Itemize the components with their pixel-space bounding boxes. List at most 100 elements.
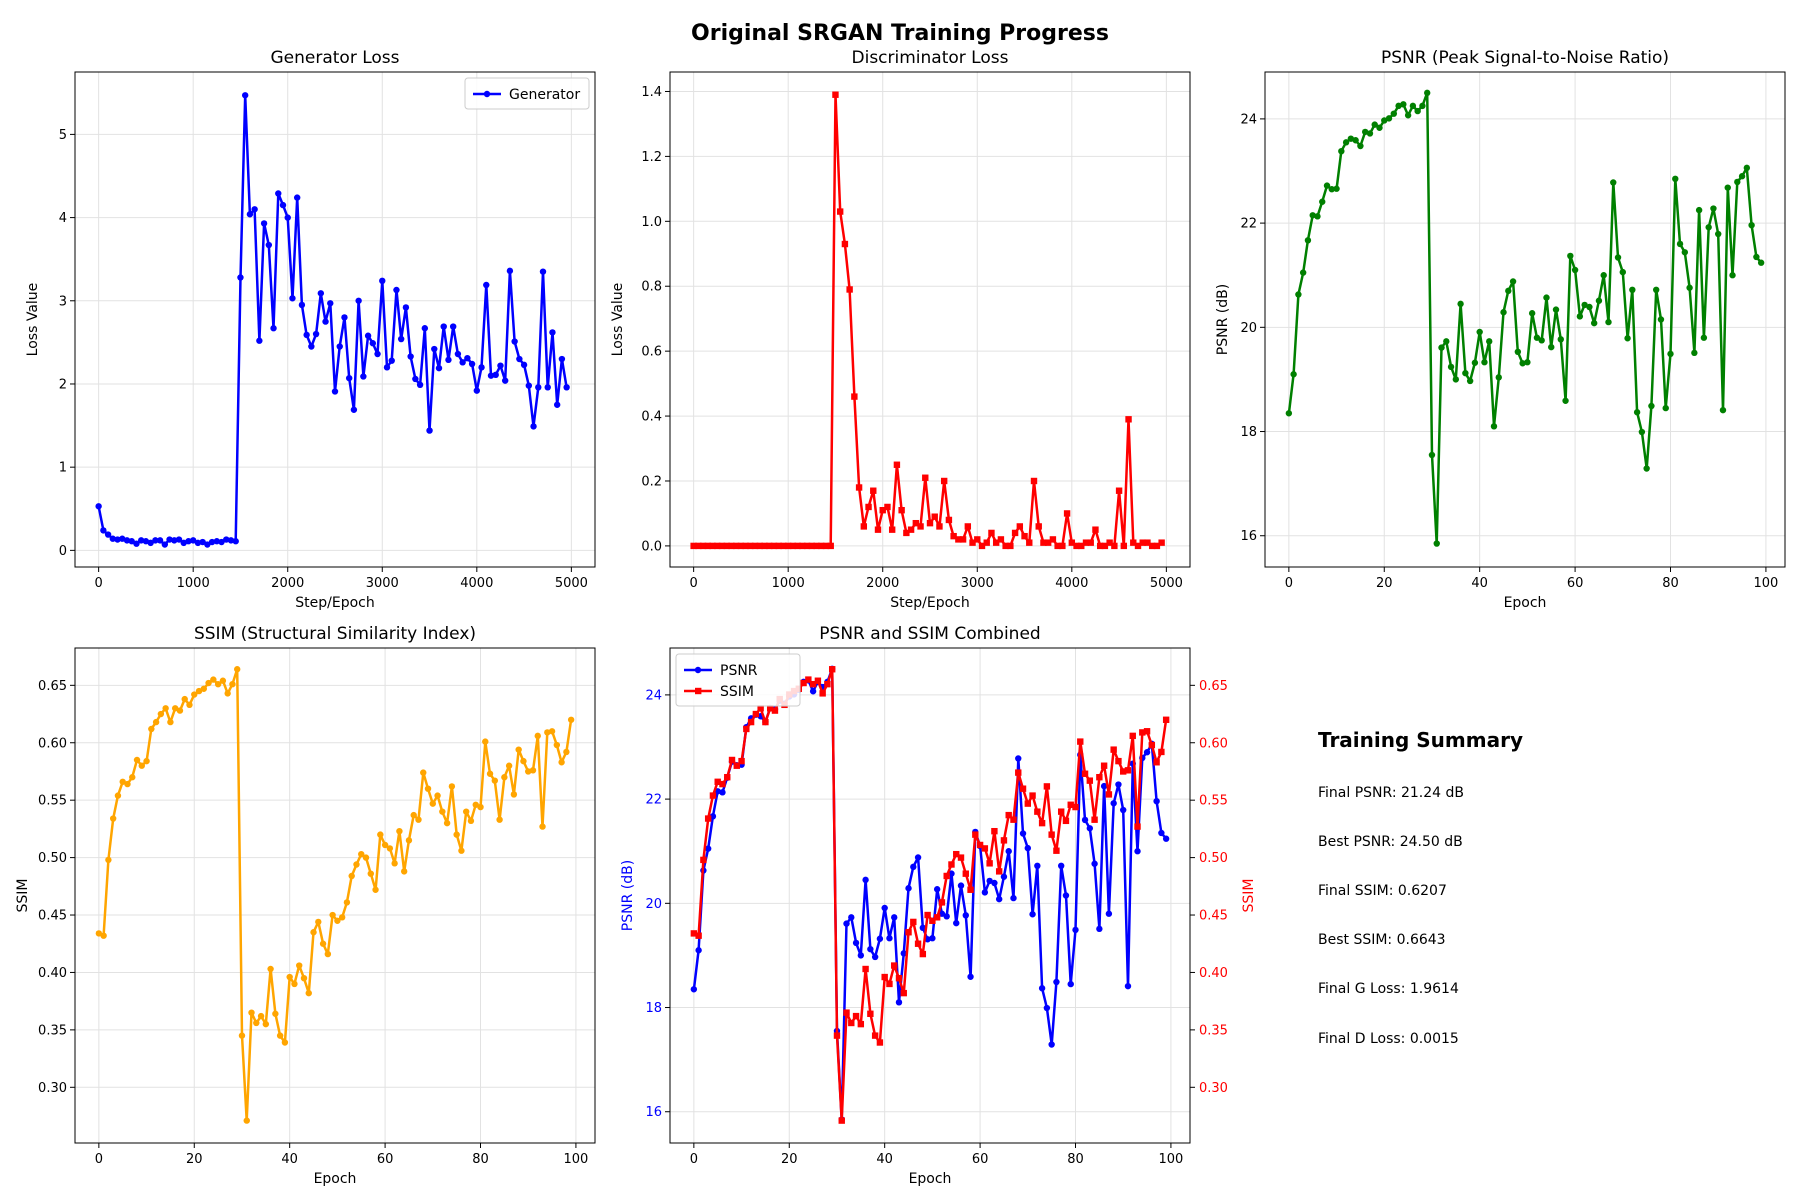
data-point [362, 854, 370, 861]
data-point [1019, 830, 1027, 837]
data-point [922, 474, 929, 481]
data-point [881, 904, 888, 912]
data-point [161, 541, 169, 548]
data-point [133, 540, 140, 547]
data-point [852, 939, 860, 947]
data-point [1153, 542, 1161, 550]
x-tick-label: 60 [972, 1152, 989, 1167]
data-point [175, 536, 183, 543]
data-point [919, 924, 927, 932]
data-point [1162, 835, 1170, 842]
data-point [1043, 1004, 1051, 1012]
data-point [1059, 542, 1066, 550]
data-point [967, 886, 974, 893]
data-point [953, 850, 960, 858]
data-point [1062, 892, 1070, 899]
data-point [919, 950, 927, 958]
data-point [737, 542, 745, 550]
data-point [1057, 862, 1065, 869]
data-point [1652, 286, 1660, 293]
x-tick-label: 40 [1471, 576, 1488, 591]
data-point [241, 92, 249, 99]
data-point [800, 679, 807, 687]
y-tick-label: 1.0 [641, 215, 662, 230]
data-point [1010, 894, 1017, 902]
data-point [229, 680, 236, 688]
data-point [234, 666, 241, 673]
axes-frame [669, 71, 1191, 568]
y-tick-label: 0.4 [641, 410, 662, 425]
data-point [886, 935, 893, 942]
data-point [1054, 542, 1061, 550]
y-axis-label: SSIM [15, 879, 31, 913]
data-point [724, 774, 731, 781]
data-point [305, 989, 312, 997]
data-point [462, 808, 470, 815]
data-point [315, 918, 322, 926]
data-point [467, 817, 475, 825]
data-point [195, 687, 203, 695]
data-point [743, 725, 750, 733]
data-point [563, 748, 570, 756]
data-point [1016, 523, 1024, 530]
y-tick-label: 0.65 [38, 679, 67, 694]
data-point [458, 847, 465, 854]
data-point [1290, 371, 1297, 378]
summary-line-final-psnr: Final PSNR: 21.24 dB [1318, 785, 1464, 801]
data-point [1476, 328, 1483, 336]
data-point [969, 539, 976, 546]
data-point [1015, 769, 1022, 776]
data-point [813, 542, 820, 550]
data-point [742, 542, 749, 550]
data-point [1091, 860, 1098, 867]
data-point [1323, 182, 1331, 189]
data-point [719, 780, 726, 788]
data-point [1605, 318, 1612, 326]
data-point [137, 537, 145, 544]
data-point [510, 791, 518, 798]
data-point [809, 680, 817, 688]
legend-marker [695, 687, 702, 695]
data-point [1148, 741, 1156, 749]
data-point [1139, 539, 1146, 546]
data-point [1557, 336, 1564, 343]
data-point [1424, 89, 1431, 97]
y-axis-label: Loss Value [25, 283, 41, 357]
data-point [128, 538, 135, 545]
chart-0: 0 1000 2000 3000 4000 5000 0 1 2 3 4 5 Generator Los… [25, 48, 596, 611]
data-point [1576, 313, 1584, 320]
data-point [308, 343, 315, 350]
data-point [871, 1032, 879, 1039]
data-point [1581, 301, 1588, 309]
x-tick-label: 0 [95, 1152, 103, 1167]
x-tick-label: 1000 [177, 576, 210, 591]
data-point [300, 974, 308, 982]
series-line [98, 667, 573, 1122]
data-point [148, 725, 155, 733]
summary-line-best-ssim: Best SSIM: 0.6643 [1318, 932, 1446, 948]
data-point [156, 537, 164, 544]
data-point [152, 718, 160, 726]
data-point [1552, 306, 1560, 313]
data-point [379, 277, 386, 285]
data-point [486, 770, 494, 777]
y-tick-label: 0.55 [38, 794, 67, 809]
data-point [1304, 237, 1312, 244]
data-point [1038, 819, 1046, 827]
data-point [983, 539, 990, 546]
data-point [843, 1009, 850, 1016]
x-tick-label: 100 [1159, 1152, 1184, 1167]
data-point [260, 220, 268, 227]
data-point [867, 945, 874, 953]
data-point [372, 886, 379, 893]
data-point [1067, 980, 1074, 988]
data-point [124, 780, 131, 788]
data-point [728, 756, 736, 764]
data-point [345, 374, 353, 382]
data-point [1024, 800, 1031, 807]
data-point [714, 542, 721, 550]
data-point [1715, 230, 1722, 238]
data-point [1519, 360, 1526, 367]
data-point [891, 914, 898, 921]
data-point [1026, 539, 1033, 546]
